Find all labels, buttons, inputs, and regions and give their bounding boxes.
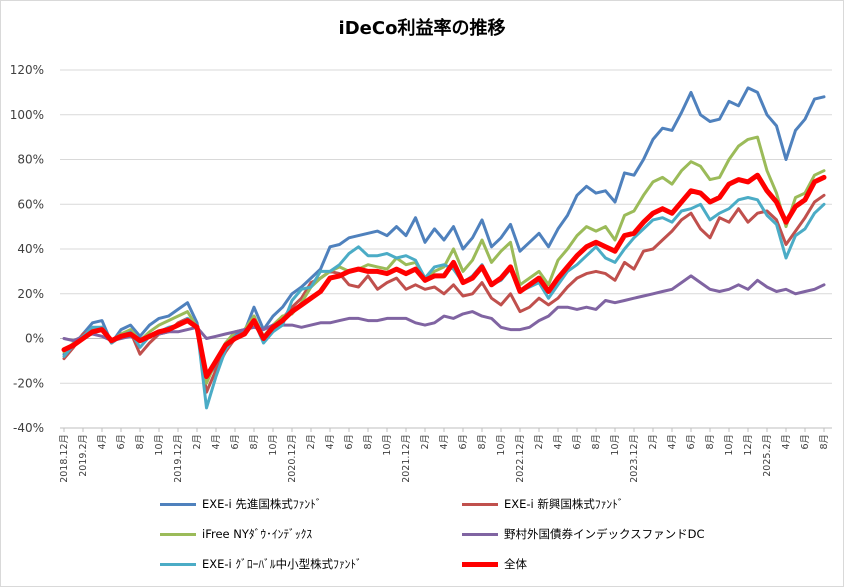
legend-item: 野村外国債券インデックスファンドDC [462, 526, 705, 542]
x-tick-label: 4月 [211, 434, 222, 450]
x-tick-label: 2019.2月 [78, 434, 89, 477]
x-tick-label: 8月 [477, 434, 488, 450]
x-tick-label: 4月 [667, 434, 678, 450]
chart-title: iDeCo利益率の推移 [338, 18, 506, 39]
y-tick-label: 100% [10, 108, 44, 122]
legend-label: iFree NYﾀﾞｳ･ｲﾝﾃﾞｯｸｽ [202, 527, 313, 541]
legend: EXE-i 先進国株式ﾌｧﾝﾄﾞ EXE-i 新興国株式ﾌｧﾝﾄﾞ iFree NY… [0, 490, 844, 580]
x-tick-label: 8月 [135, 434, 146, 450]
y-tick-label: 80% [17, 153, 44, 167]
x-tick-label: 2月 [648, 434, 659, 450]
y-tick-label: -20% [13, 376, 44, 390]
legend-item: EXE-i 先進国株式ﾌｧﾝﾄﾞ [160, 496, 322, 512]
gridlines [60, 69, 832, 429]
legend-item: EXE-i 新興国株式ﾌｧﾝﾄﾞ [462, 496, 624, 512]
x-tick-label: 2018.12月 [59, 434, 70, 483]
legend-swatch [160, 562, 196, 566]
x-tick-label: 2023.12月 [629, 434, 640, 483]
x-tick-label: 8月 [363, 434, 374, 450]
x-tick-label: 6月 [230, 434, 241, 450]
x-tick-label: 6月 [686, 434, 697, 450]
y-tick-label: 120% [10, 63, 44, 77]
legend-item: EXE-i ｸﾞﾛｰﾊﾞﾙ中小型株式ﾌｧﾝﾄﾞ [160, 556, 362, 572]
x-tick-label: 4月 [781, 434, 792, 450]
x-tick-label: 2025.2月 [762, 434, 773, 477]
series-line-0 [62, 86, 826, 381]
legend-label: EXE-i 新興国株式ﾌｧﾝﾄﾞ [504, 497, 624, 511]
y-tick-label: 60% [17, 197, 44, 211]
series-line-3 [62, 274, 826, 343]
x-tick-label: 4月 [325, 434, 336, 450]
x-tick-label: 4月 [439, 434, 450, 450]
x-tick-label: 6月 [572, 434, 583, 450]
legend-swatch [160, 532, 196, 536]
legend-label: EXE-i ｸﾞﾛｰﾊﾞﾙ中小型株式ﾌｧﾝﾄﾞ [202, 557, 362, 571]
x-axis [60, 427, 832, 432]
x-tick-label: 8月 [705, 434, 716, 450]
x-tick-label: 8月 [819, 434, 830, 450]
x-tick-label: 12月 [743, 434, 754, 456]
legend-label: 野村外国債券インデックスファンドDC [504, 527, 705, 541]
x-tick-label: 6月 [116, 434, 127, 450]
x-tick-label: 8月 [591, 434, 602, 450]
x-tick-label: 2月 [534, 434, 545, 450]
x-tick-label: 4月 [97, 434, 108, 450]
x-tick-label: 10月 [496, 434, 507, 456]
series-line-4 [62, 196, 826, 410]
y-tick-label: 20% [17, 287, 44, 301]
y-axis-labels: -40% -20% 0% 20% 40% 60% 80% 100% 120% [10, 63, 44, 435]
legend-swatch [462, 561, 498, 567]
x-tick-label: 2020.12月 [287, 434, 298, 483]
y-tick-label: 40% [17, 242, 44, 256]
y-tick-label: -40% [13, 421, 44, 435]
legend-swatch [462, 502, 498, 506]
x-tick-label: 6月 [458, 434, 469, 450]
legend-swatch [462, 532, 498, 536]
legend-swatch [160, 502, 196, 506]
x-tick-label: 10月 [724, 434, 735, 456]
x-tick-label: 8月 [249, 434, 260, 450]
series-lines [61, 86, 827, 410]
x-tick-label: 4月 [553, 434, 564, 450]
x-tick-label: 6月 [800, 434, 811, 450]
legend-label: EXE-i 先進国株式ﾌｧﾝﾄﾞ [202, 497, 322, 511]
x-tick-label: 2022.12月 [515, 434, 526, 483]
series-line-2 [62, 135, 826, 385]
x-tick-label: 10月 [154, 434, 165, 456]
x-tick-label: 2月 [306, 434, 317, 450]
x-tick-label: 2021.12月 [401, 434, 412, 483]
legend-label: 全体 [504, 557, 527, 571]
x-tick-label: 2月 [192, 434, 203, 450]
x-tick-label: 2月 [420, 434, 431, 450]
legend-item: iFree NYﾀﾞｳ･ｲﾝﾃﾞｯｸｽ [160, 526, 312, 542]
x-tick-label: 2019.12月 [173, 434, 184, 483]
x-axis-labels: 2018.12月 2019.2月 4月 6月 8月 10月 2019.12月 2月 4月 6月 8月… [59, 434, 830, 483]
legend-item: 全体 [462, 556, 527, 572]
series-line-5 [61, 172, 827, 379]
x-tick-label: 10月 [382, 434, 393, 456]
x-tick-label: 10月 [268, 434, 279, 456]
x-tick-label: 10月 [610, 434, 621, 456]
y-tick-label: 0% [25, 332, 44, 346]
x-tick-label: 6月 [344, 434, 355, 450]
